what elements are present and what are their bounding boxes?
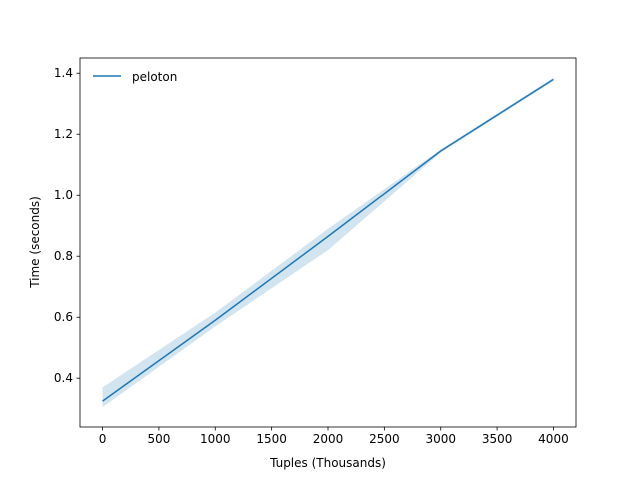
x-tick-label: 3000 bbox=[425, 432, 456, 446]
x-axis-label: Tuples (Thousands) bbox=[269, 456, 386, 470]
y-tick-label: 1.2 bbox=[54, 127, 73, 141]
x-tick-label: 2000 bbox=[313, 432, 344, 446]
y-tick-label: 1.0 bbox=[54, 188, 73, 202]
legend-frame bbox=[87, 63, 190, 91]
x-tick-label: 3500 bbox=[482, 432, 513, 446]
confidence-band-peloton bbox=[102, 77, 554, 408]
legend-label-peloton: peloton bbox=[132, 70, 177, 84]
x-tick-label: 0 bbox=[99, 432, 107, 446]
x-tick-label: 500 bbox=[147, 432, 170, 446]
x-tick-label: 1000 bbox=[200, 432, 231, 446]
y-tick-label: 1.4 bbox=[54, 66, 73, 80]
x-tick-label: 2500 bbox=[369, 432, 400, 446]
y-tick-label: 0.4 bbox=[54, 371, 73, 385]
y-tick-label: 0.6 bbox=[54, 310, 73, 324]
axes: 0 500 1000 1500 2000 2500 3000 3500 4000 0.4 0.6 0.… bbox=[54, 57, 577, 446]
legend: peloton bbox=[87, 63, 190, 91]
x-tick-label: 1500 bbox=[256, 432, 287, 446]
x-tick-label: 4000 bbox=[538, 432, 569, 446]
y-axis-label: Time (seconds) bbox=[28, 196, 42, 289]
y-tick-label: 0.8 bbox=[54, 249, 73, 263]
series-line-peloton bbox=[102, 78, 554, 402]
plot-area bbox=[102, 77, 554, 408]
